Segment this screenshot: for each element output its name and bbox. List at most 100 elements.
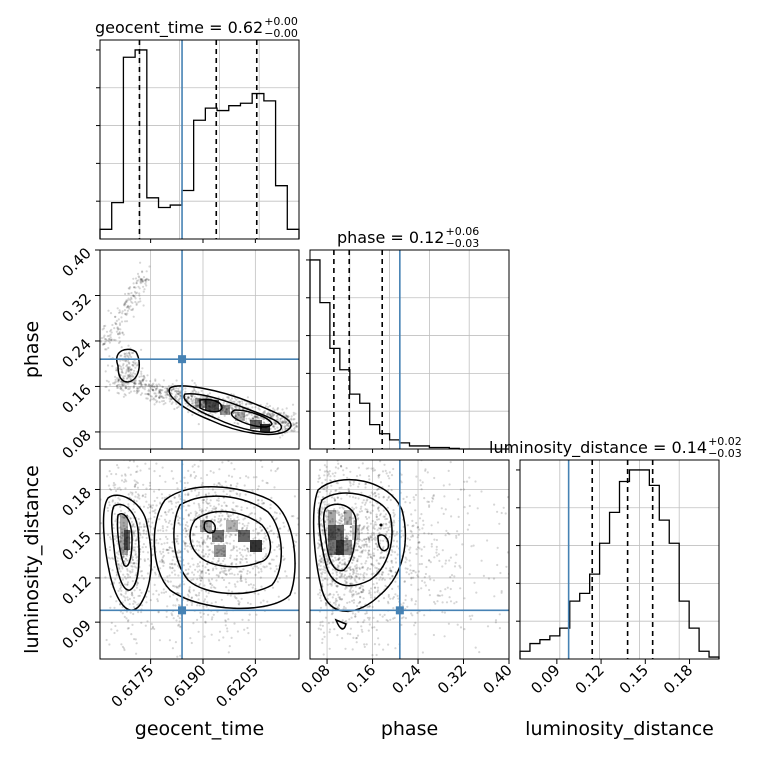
sample-point	[212, 613, 215, 616]
sample-point	[201, 404, 204, 407]
sample-point	[264, 555, 267, 558]
sample-point	[231, 407, 234, 410]
sample-point	[380, 573, 383, 576]
sample-point	[218, 639, 221, 642]
sample-point	[356, 560, 359, 563]
sample-point	[410, 583, 413, 587]
sample-point	[271, 414, 274, 417]
sample-point	[156, 598, 159, 601]
sample-point	[226, 518, 229, 521]
sample-point	[233, 518, 236, 521]
sample-point	[235, 398, 238, 401]
sample-point	[362, 527, 365, 530]
sample-point	[132, 546, 135, 549]
sample-point	[325, 470, 328, 473]
sample-point	[267, 531, 271, 534]
sample-point	[117, 379, 120, 382]
sample-point	[263, 589, 267, 592]
sample-point	[228, 572, 232, 575]
sample-point	[107, 380, 110, 383]
sample-point	[373, 586, 376, 589]
sample-point	[359, 551, 362, 554]
sample-point	[317, 495, 320, 498]
density-cell	[328, 525, 336, 540]
sample-point	[164, 450, 166, 452]
sample-point	[151, 506, 154, 509]
sample-point	[334, 603, 337, 606]
sample-point	[327, 622, 330, 625]
title-plus-luminosity_distance: +0.02	[708, 435, 742, 448]
sample-point	[205, 439, 207, 441]
sample-point	[122, 595, 125, 598]
sample-point	[354, 565, 357, 568]
sample-point	[459, 626, 463, 629]
sample-point	[499, 571, 502, 575]
sample-point	[384, 584, 387, 588]
sample-point	[365, 538, 368, 541]
sample-point	[140, 279, 143, 282]
sample-point	[252, 476, 255, 479]
sample-point	[145, 384, 148, 387]
density-cell	[195, 398, 207, 408]
sample-point	[199, 579, 202, 582]
sample-point	[392, 545, 395, 548]
sample-point	[496, 563, 499, 567]
sample-point	[327, 515, 330, 518]
sample-point	[121, 312, 124, 315]
sample-point	[355, 575, 358, 579]
y-tick-label: 0.15	[58, 528, 94, 564]
sample-point	[255, 476, 258, 479]
sample-point	[141, 385, 144, 388]
sample-point	[368, 623, 371, 626]
sample-point	[250, 511, 253, 515]
sample-point	[153, 583, 156, 587]
sample-point	[365, 467, 368, 470]
sample-point	[227, 651, 230, 654]
sample-point	[127, 305, 130, 308]
sample-point	[120, 474, 123, 477]
sample-point	[123, 309, 126, 312]
sample-point	[204, 516, 208, 519]
sample-point	[142, 378, 145, 382]
sample-point	[352, 496, 355, 499]
sample-point	[343, 511, 346, 514]
sample-point	[293, 423, 296, 426]
sample-point	[175, 402, 178, 405]
sample-point	[317, 480, 320, 483]
sample-point	[269, 413, 272, 417]
sample-point	[324, 604, 328, 607]
sample-point	[349, 530, 353, 534]
sample-point	[372, 554, 375, 557]
sample-point	[282, 420, 286, 423]
sample-point	[284, 427, 288, 430]
sample-point	[190, 394, 193, 397]
sample-point	[244, 403, 248, 406]
sample-point	[287, 529, 290, 532]
sample-point	[201, 520, 204, 523]
sample-point	[202, 540, 205, 543]
sample-point	[183, 541, 186, 544]
x-tick-label: 0.15	[616, 661, 652, 697]
sample-point	[350, 551, 353, 554]
sample-point	[402, 602, 405, 605]
sample-point	[105, 339, 108, 342]
sample-point	[245, 547, 249, 550]
sample-point	[387, 496, 390, 499]
sample-point	[281, 421, 284, 424]
sample-point	[230, 406, 234, 409]
sample-point	[127, 627, 130, 630]
sample-point	[142, 280, 145, 283]
sample-point	[373, 643, 376, 646]
sample-point	[418, 517, 422, 520]
sample-point	[207, 545, 210, 549]
sample-point	[343, 563, 346, 566]
sample-point	[108, 341, 111, 344]
sample-point	[348, 575, 351, 578]
sample-point	[318, 543, 321, 546]
sample-point	[122, 647, 126, 650]
sample-point	[436, 600, 439, 603]
sample-point	[104, 576, 107, 579]
sample-point	[120, 316, 123, 319]
sample-point	[454, 561, 457, 564]
sample-point	[139, 533, 142, 536]
